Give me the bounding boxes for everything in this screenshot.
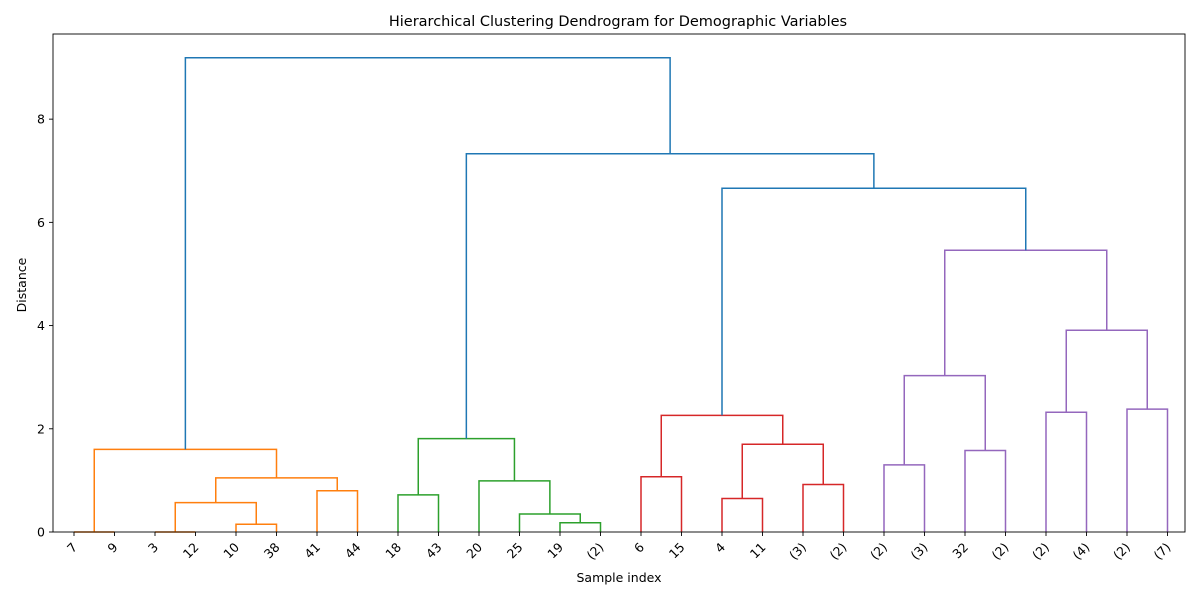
leaf-label: 25 bbox=[504, 540, 526, 562]
leaf-label: 15 bbox=[666, 540, 688, 562]
y-tick-label: 6 bbox=[37, 215, 45, 230]
y-tick-label: 8 bbox=[37, 112, 45, 127]
leaf-label: 20 bbox=[463, 539, 485, 561]
leaf-label: (3) bbox=[786, 540, 809, 563]
dendrogram-link bbox=[883, 464, 926, 532]
dendrogram-link bbox=[640, 476, 683, 532]
leaf-label: 43 bbox=[423, 540, 445, 562]
dendrogram-link bbox=[741, 443, 824, 499]
y-axis-ticks: 0 2 4 6 8 bbox=[37, 112, 53, 540]
dendrogram-link bbox=[721, 497, 764, 532]
dendrogram-link bbox=[397, 494, 440, 532]
dendrogram-link bbox=[316, 489, 359, 532]
dendrogram-link bbox=[417, 437, 516, 495]
dendrogram-link bbox=[903, 374, 986, 465]
x-axis-label: Sample index bbox=[576, 570, 661, 585]
dendrogram-link bbox=[964, 449, 1007, 532]
leaf-label: (2) bbox=[826, 540, 849, 563]
leaf-label: (2) bbox=[583, 540, 606, 563]
y-tick-label: 0 bbox=[37, 525, 45, 540]
leaf-label: 10 bbox=[220, 539, 242, 561]
y-tick-label: 4 bbox=[37, 318, 45, 333]
leaf-label: 4 bbox=[712, 539, 728, 555]
dendrogram-link bbox=[721, 187, 1027, 416]
dendrogram-links bbox=[74, 56, 1169, 533]
leaf-label: 7 bbox=[64, 540, 80, 556]
dendrogram-link bbox=[478, 480, 551, 532]
leaf-label: 18 bbox=[382, 539, 404, 561]
y-tick-label: 2 bbox=[37, 421, 45, 436]
leaf-label: 41 bbox=[301, 540, 323, 562]
dendrogram-link bbox=[93, 448, 278, 532]
leaf-label: 32 bbox=[949, 540, 971, 562]
leaf-label: 6 bbox=[631, 539, 647, 555]
dendrogram-link bbox=[184, 56, 671, 450]
leaf-label: (2) bbox=[988, 540, 1011, 563]
dendrogram-link bbox=[559, 521, 602, 532]
leaf-label: 11 bbox=[747, 540, 769, 562]
leaf-label: (3) bbox=[907, 540, 930, 563]
dendrogram-link bbox=[174, 501, 257, 532]
leaf-label: (2) bbox=[867, 540, 890, 563]
leaf-label: 12 bbox=[180, 540, 202, 562]
leaf-label: (2) bbox=[1110, 540, 1133, 563]
dendrogram-link bbox=[1045, 411, 1088, 532]
chart-title: Hierarchical Clustering Dendrogram for D… bbox=[389, 14, 847, 30]
leaf-label: 9 bbox=[104, 539, 120, 555]
leaf-label: 19 bbox=[544, 539, 566, 561]
leaf-label: 3 bbox=[145, 540, 161, 556]
dendrogram-link bbox=[518, 513, 581, 532]
leaf-label: 38 bbox=[261, 539, 283, 561]
y-axis-label: Distance bbox=[14, 257, 29, 312]
dendrogram-link bbox=[944, 249, 1108, 376]
leaf-label: (4) bbox=[1069, 540, 1092, 563]
dendrogram-link bbox=[1126, 408, 1169, 532]
dendrogram-link bbox=[802, 483, 845, 532]
x-axis-ticks: 7 9 3 12 10 38 41 44 18 43 20 25 19 (2) 6 15 4 11 (3) (2) (2… bbox=[64, 532, 1174, 563]
dendrogram-link bbox=[465, 152, 875, 439]
leaf-label: (2) bbox=[1029, 540, 1052, 563]
dendrogram-link bbox=[660, 414, 784, 477]
dendrogram-link bbox=[235, 523, 278, 532]
dendrogram-link bbox=[1065, 329, 1148, 413]
plot-area-frame bbox=[52, 33, 1186, 533]
leaf-label: 44 bbox=[342, 539, 364, 561]
leaf-label: (7) bbox=[1150, 540, 1173, 563]
